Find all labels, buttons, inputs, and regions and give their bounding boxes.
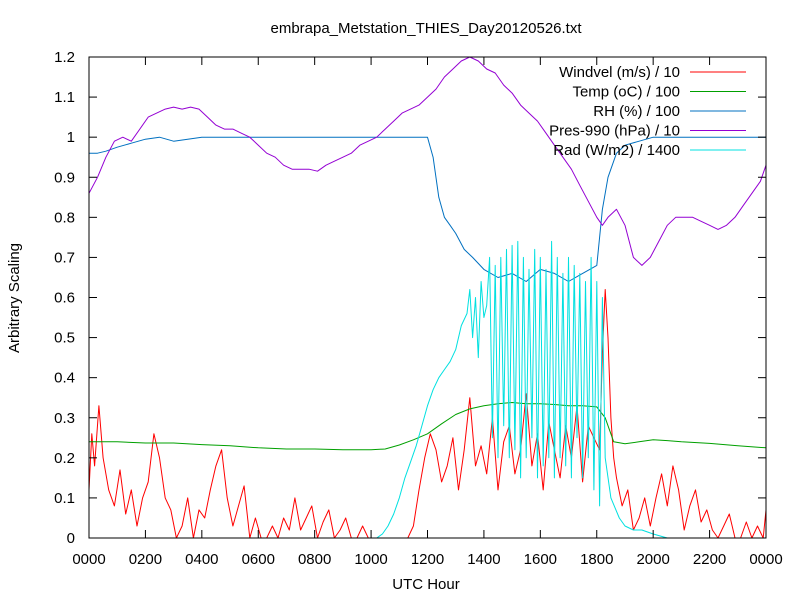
y-axis-label: Arbitrary Scaling xyxy=(6,243,23,353)
y-tick-label: 0.8 xyxy=(54,209,75,226)
y-tick-label: 0.4 xyxy=(54,370,75,387)
x-tick-label: 0000 xyxy=(749,551,782,568)
x-tick-label: 0800 xyxy=(298,551,331,568)
y-tick-label: 1.1 xyxy=(54,89,75,106)
series-layer xyxy=(88,56,767,539)
legend-label: Temp (oC) / 100 xyxy=(572,84,680,101)
ticks-layer: 0000 0200 0400 0600 0800 1000 1200 1400 1600 1800… xyxy=(54,49,783,568)
y-tick-label: 0.5 xyxy=(54,330,75,347)
x-tick-label: 1800 xyxy=(580,551,613,568)
series-line-1 xyxy=(88,289,767,539)
series-line-2 xyxy=(89,402,767,451)
legend: Windvel (m/s) / 10 Temp (oC) / 100 RH (%) … xyxy=(549,64,746,159)
chart-title: embrapa_Metstation_THIES_Day20120526.txt xyxy=(270,20,582,37)
y-tick-label: 1.2 xyxy=(54,49,75,66)
x-tick-label: 1400 xyxy=(467,551,500,568)
x-axis-label: UTC Hour xyxy=(392,576,460,593)
y-tick-label: 0.3 xyxy=(54,410,75,427)
x-tick-label: 0000 xyxy=(72,551,105,568)
x-tick-label: 1200 xyxy=(411,551,444,568)
y-tick-label: 0.2 xyxy=(54,450,75,467)
legend-label: Rad (W/m2) / 1400 xyxy=(553,142,680,159)
x-tick-label: 0400 xyxy=(185,551,218,568)
x-tick-label: 0600 xyxy=(242,551,275,568)
x-tick-label: 2000 xyxy=(636,551,669,568)
legend-label: Windvel (m/s) / 10 xyxy=(559,64,680,81)
legend-label: RH (%) / 100 xyxy=(593,103,680,120)
x-tick-label: 2200 xyxy=(693,551,726,568)
legend-label: Pres-990 (hPa) / 10 xyxy=(549,123,680,140)
y-tick-label: 1 xyxy=(67,129,75,146)
y-tick-label: 0 xyxy=(67,530,75,547)
series-line-5 xyxy=(371,240,682,539)
y-tick-label: 0.7 xyxy=(54,249,75,266)
series-line-3 xyxy=(89,136,766,282)
y-tick-label: 0.9 xyxy=(54,169,75,186)
x-tick-label: 1000 xyxy=(354,551,387,568)
y-tick-label: 0.6 xyxy=(54,290,75,307)
x-tick-label: 0200 xyxy=(129,551,162,568)
series-line-4 xyxy=(88,56,767,266)
plot-frame xyxy=(88,56,767,539)
x-tick-label: 1600 xyxy=(524,551,557,568)
y-tick-label: 0.1 xyxy=(54,490,75,507)
